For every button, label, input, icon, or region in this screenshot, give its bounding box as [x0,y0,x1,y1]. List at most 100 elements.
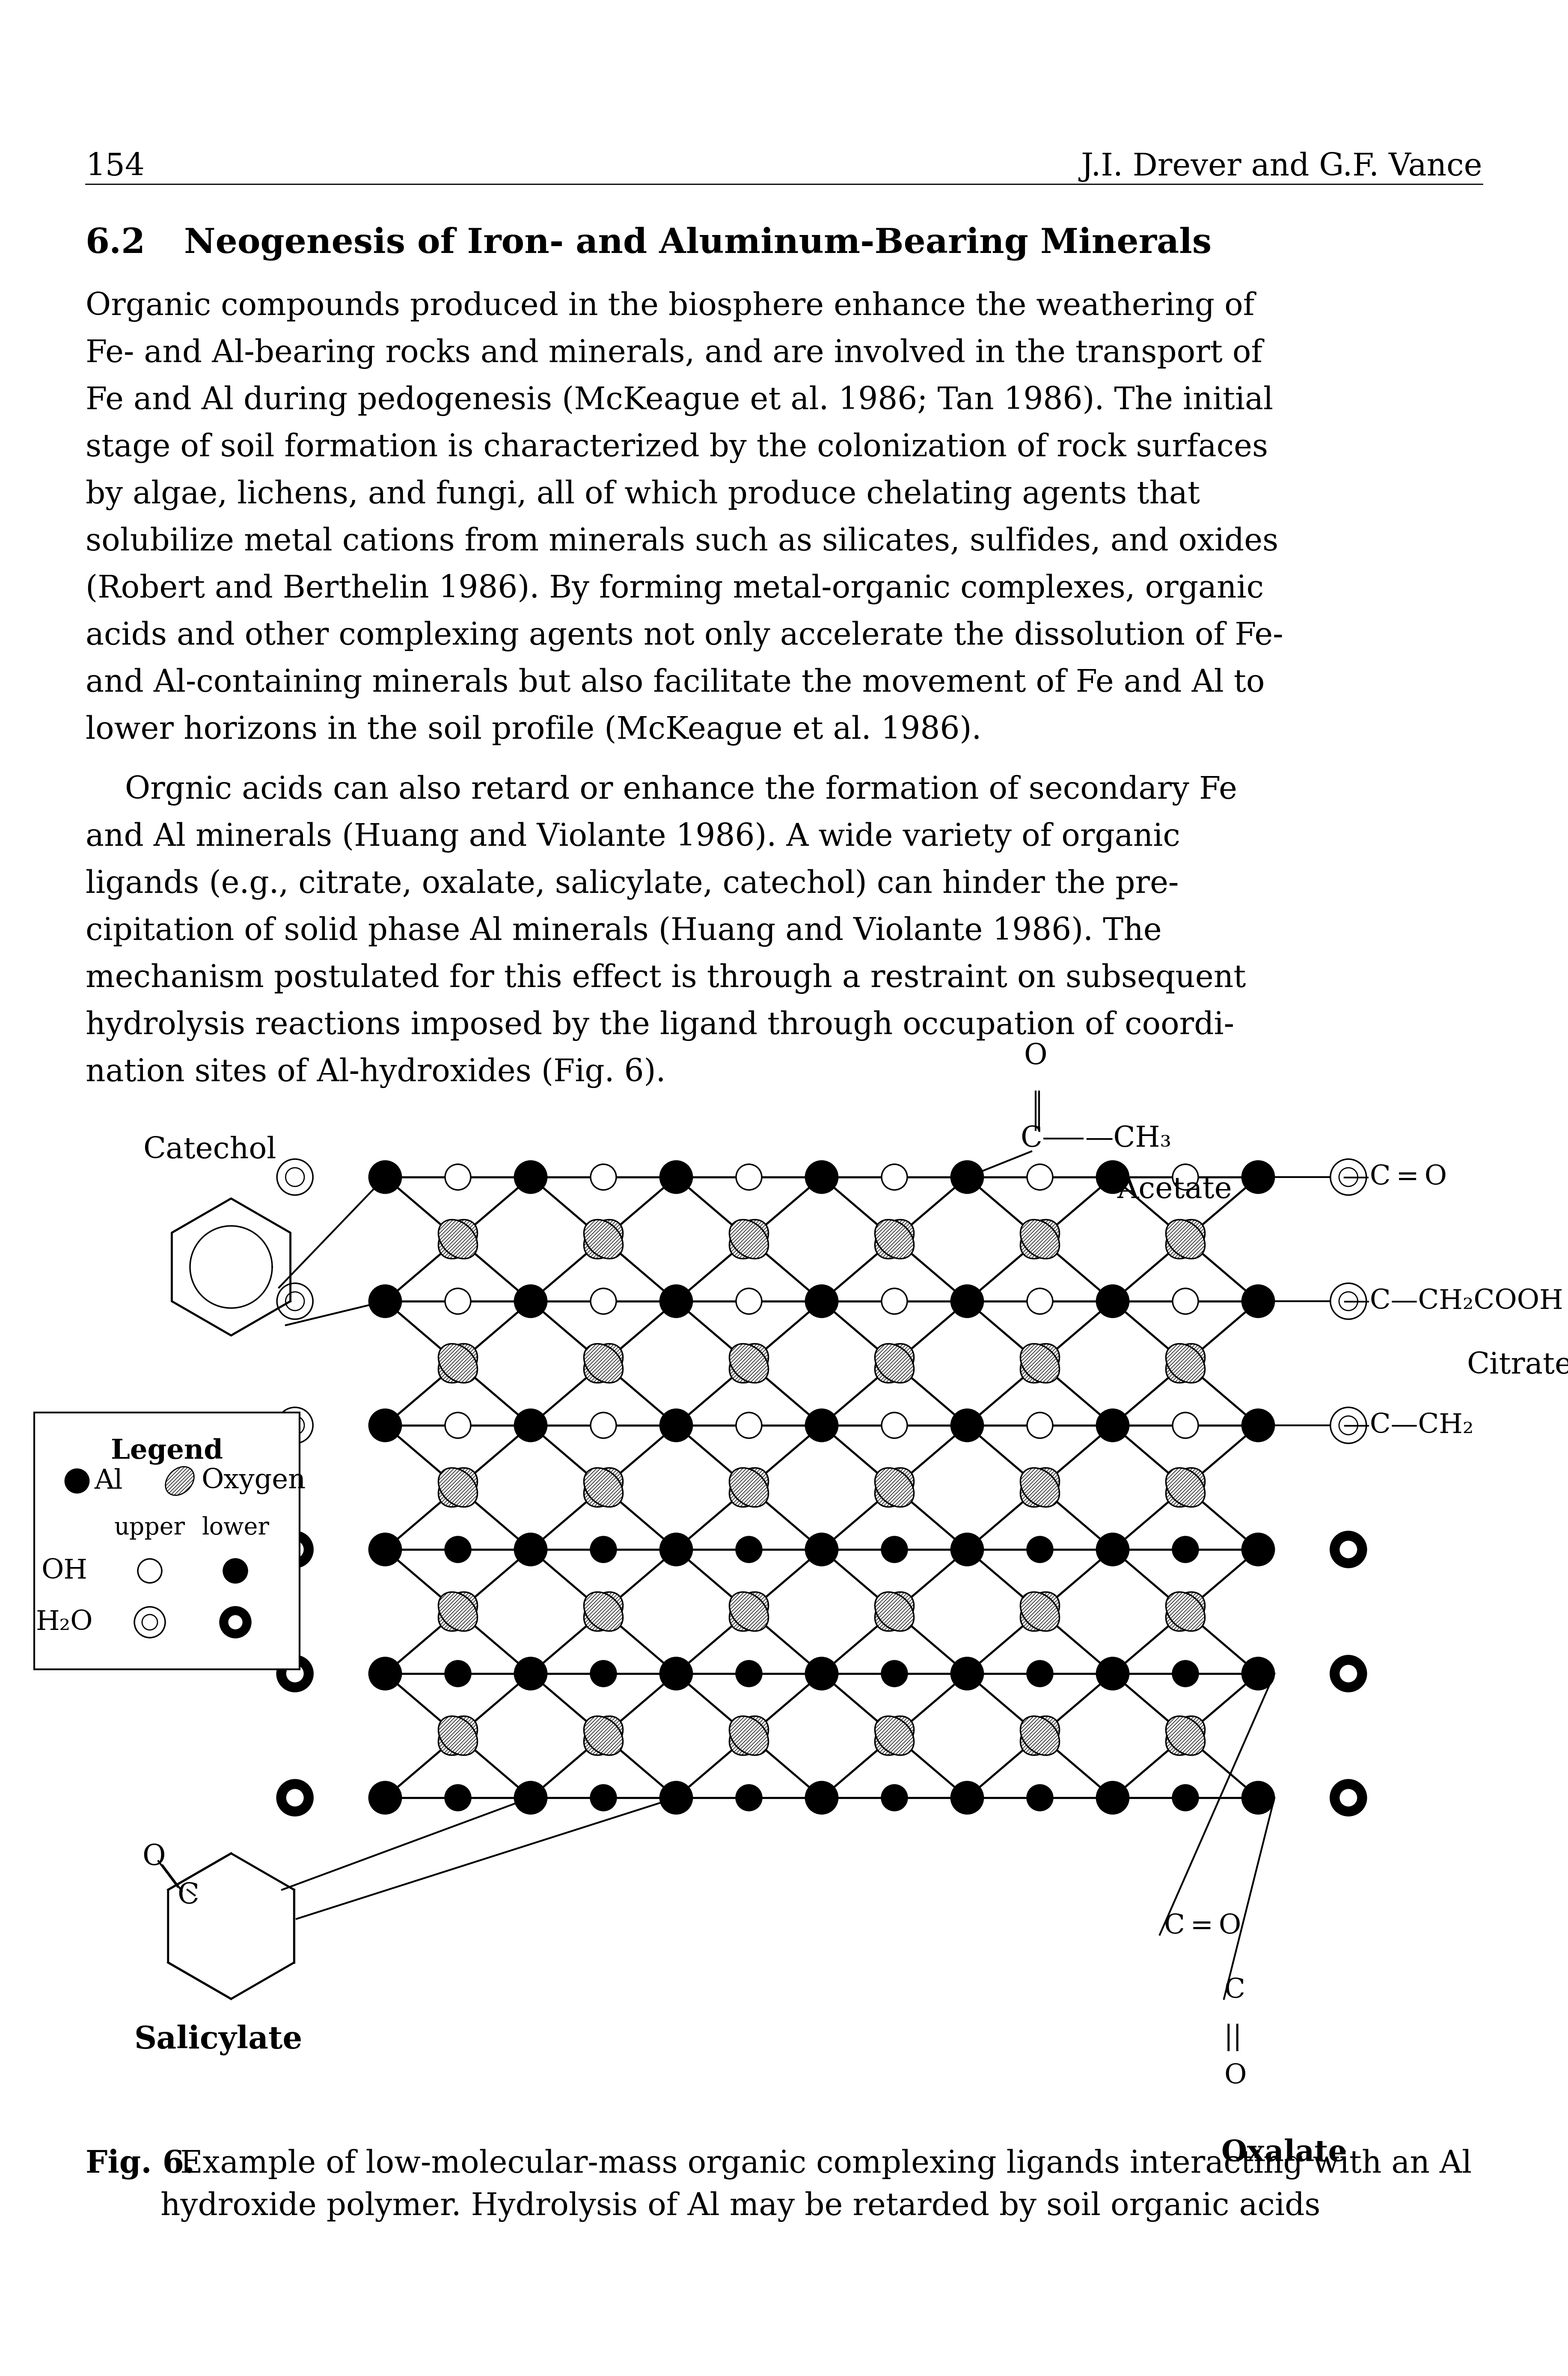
Circle shape [950,1533,983,1566]
Text: lower: lower [202,1516,270,1540]
Text: Orgnic acids can also retard or enhance the formation of secondary Fe: Orgnic acids can also retard or enhance … [86,775,1237,805]
Ellipse shape [1167,1219,1204,1259]
Ellipse shape [729,1592,768,1630]
Circle shape [1339,1663,1358,1682]
Circle shape [1027,1164,1052,1190]
Circle shape [1339,1789,1358,1808]
Ellipse shape [729,1468,768,1506]
Circle shape [660,1658,693,1689]
Ellipse shape [1167,1468,1204,1506]
Circle shape [806,1782,837,1813]
Circle shape [285,1663,304,1682]
Text: —C—CH₂: —C—CH₂ [1342,1411,1474,1437]
Circle shape [881,1411,908,1437]
Ellipse shape [583,1592,622,1630]
Circle shape [227,1616,243,1630]
Circle shape [591,1288,616,1314]
Ellipse shape [1167,1592,1204,1630]
Circle shape [285,1540,304,1559]
Ellipse shape [439,1715,477,1756]
Text: and Al minerals (Huang and Violante 1986). A wide variety of organic: and Al minerals (Huang and Violante 1986… [86,822,1181,853]
Circle shape [220,1606,251,1637]
Ellipse shape [1021,1219,1060,1259]
Text: C: C [177,1882,199,1910]
Text: O: O [1024,1043,1047,1069]
Circle shape [1096,1533,1129,1566]
Circle shape [660,1285,693,1316]
Circle shape [445,1784,470,1811]
Circle shape [138,1559,162,1582]
Text: Neogenesis of Iron- and Aluminum-Bearing Minerals: Neogenesis of Iron- and Aluminum-Bearing… [183,226,1212,261]
Ellipse shape [875,1715,914,1756]
Ellipse shape [1167,1219,1204,1259]
Text: stage of soil formation is characterized by the colonization of rock surfaces: stage of soil formation is characterized… [86,432,1269,463]
Circle shape [735,1164,762,1190]
Circle shape [806,1162,837,1193]
Circle shape [1330,1780,1366,1815]
Circle shape [368,1658,401,1689]
Circle shape [591,1784,616,1811]
Circle shape [135,1606,165,1637]
Ellipse shape [1021,1345,1060,1383]
Circle shape [1173,1411,1198,1437]
Ellipse shape [583,1592,622,1630]
Ellipse shape [1021,1468,1060,1506]
Circle shape [514,1162,547,1193]
Circle shape [1242,1533,1275,1566]
Ellipse shape [1021,1715,1060,1756]
Text: C: C [1225,1977,1245,2003]
Circle shape [591,1661,616,1687]
Text: Example of low-molecular-mass organic complexing ligands interacting with an Al
: Example of low-molecular-mass organic co… [160,2148,1472,2222]
Ellipse shape [729,1219,768,1259]
Circle shape [1173,1784,1198,1811]
Circle shape [591,1537,616,1563]
Circle shape [1173,1288,1198,1314]
Ellipse shape [729,1468,768,1506]
Circle shape [278,1159,314,1195]
Ellipse shape [1167,1715,1204,1756]
Ellipse shape [729,1345,768,1383]
Text: hydrolysis reactions imposed by the ligand through occupation of coordi-: hydrolysis reactions imposed by the liga… [86,1010,1234,1041]
Ellipse shape [439,1715,477,1756]
Circle shape [1096,1658,1129,1689]
Circle shape [806,1285,837,1316]
Circle shape [1173,1164,1198,1190]
Circle shape [1330,1407,1366,1442]
Circle shape [514,1533,547,1566]
Circle shape [881,1164,908,1190]
Circle shape [368,1533,401,1566]
Ellipse shape [583,1468,622,1506]
Ellipse shape [439,1345,477,1383]
Text: Acetate: Acetate [1116,1176,1232,1205]
Ellipse shape [1021,1592,1060,1630]
Text: Fig. 6.: Fig. 6. [86,2148,194,2179]
Circle shape [1330,1656,1366,1692]
Circle shape [223,1559,248,1582]
Circle shape [1330,1533,1366,1568]
Ellipse shape [583,1715,622,1756]
Circle shape [591,1164,616,1190]
Circle shape [514,1782,547,1813]
Ellipse shape [875,1715,914,1756]
Circle shape [1173,1661,1198,1687]
Circle shape [1242,1782,1275,1813]
Text: O: O [1225,2062,1247,2089]
Circle shape [1339,1293,1358,1312]
Ellipse shape [1167,1468,1204,1506]
Circle shape [1027,1411,1052,1437]
Circle shape [1330,1283,1366,1319]
Text: by algae, lichens, and fungi, all of which produce chelating agents that: by algae, lichens, and fungi, all of whi… [86,480,1200,511]
Text: C: C [1021,1124,1043,1152]
Ellipse shape [439,1219,477,1259]
Circle shape [514,1285,547,1316]
Circle shape [950,1782,983,1813]
Text: (Robert and Berthelin 1986). By forming metal-organic complexes, organic: (Robert and Berthelin 1986). By forming … [86,573,1264,604]
Text: —C = O: —C = O [1342,1164,1447,1190]
Circle shape [1096,1782,1129,1813]
Text: O: O [143,1844,166,1870]
Circle shape [1096,1285,1129,1316]
Text: upper: upper [114,1516,185,1540]
Text: lower horizons in the soil profile (McKeague et al. 1986).: lower horizons in the soil profile (McKe… [86,715,982,746]
Circle shape [278,1656,314,1692]
Circle shape [950,1285,983,1316]
